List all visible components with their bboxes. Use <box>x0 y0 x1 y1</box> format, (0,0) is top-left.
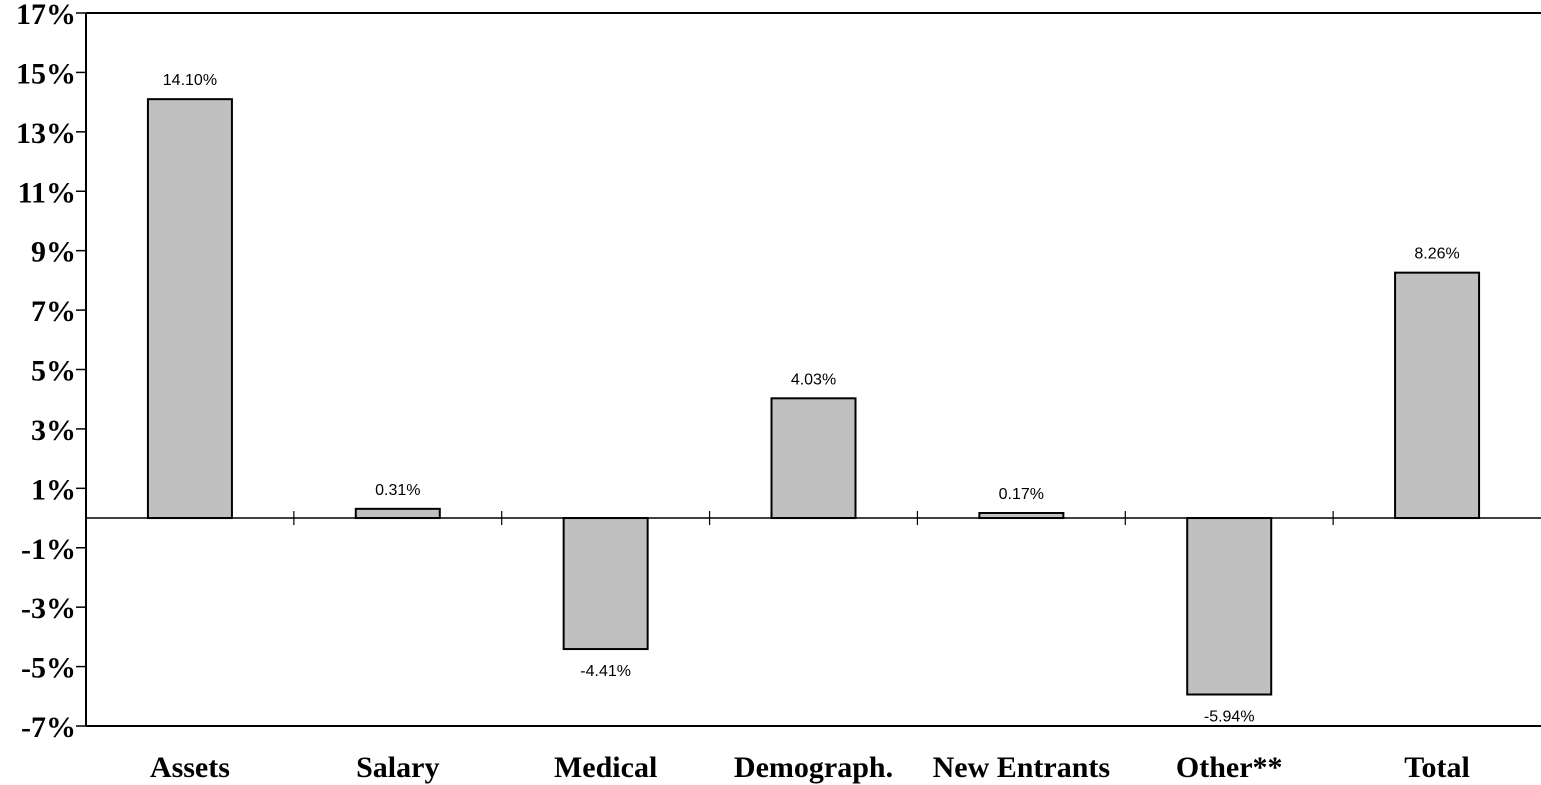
data-label: -4.41% <box>580 663 631 680</box>
y-tick-label: 9% <box>31 236 76 269</box>
y-tick-label: 3% <box>31 414 76 447</box>
x-tick-label: Medical <box>554 751 657 784</box>
bar-other <box>1186 517 1273 696</box>
bar-total <box>1394 271 1481 520</box>
bar-new-entrants <box>978 511 1065 520</box>
y-axis: 17% 15% 13% 11% 9% 7% 5% 3% 1% -1% -3% -5% -7% <box>16 0 86 744</box>
data-label: 0.17% <box>999 486 1044 503</box>
data-label: 0.31% <box>375 482 420 499</box>
y-tick-label: -1% <box>21 533 76 566</box>
data-labels-group: 14.10% 0.31% -4.41% 4.03% 0.17% -5.94% 8.26% <box>163 72 1460 725</box>
data-label: 4.03% <box>791 371 836 388</box>
bar-assets <box>146 98 233 520</box>
bar-salary <box>354 507 441 520</box>
y-tick-label: 7% <box>31 295 76 328</box>
data-label: -5.94% <box>1204 709 1255 726</box>
bar-demograph <box>770 397 857 520</box>
y-tick-label: 5% <box>31 355 76 388</box>
y-tick-label: 11% <box>18 176 76 209</box>
data-label: 14.10% <box>163 72 217 89</box>
x-tick-label: Demograph. <box>734 751 893 784</box>
x-tick-label: New Entrants <box>933 751 1111 784</box>
y-tick-label: 17% <box>16 0 76 31</box>
y-tick-label: -5% <box>21 652 76 685</box>
zero-baseline <box>86 511 1541 526</box>
bar-medical <box>562 517 649 651</box>
x-tick-label: Other** <box>1176 751 1283 784</box>
plot-frame <box>85 12 1541 727</box>
data-label: 8.26% <box>1414 246 1459 263</box>
x-tick-label: Salary <box>356 751 439 784</box>
y-tick-label: 13% <box>16 117 76 150</box>
y-tick-label: -3% <box>21 592 76 625</box>
y-tick-label: 1% <box>31 473 76 506</box>
x-tick-label: Total <box>1404 751 1470 784</box>
x-axis: Assets Salary Medical Demograph. New Entrant… <box>150 751 1470 784</box>
y-tick-label: -7% <box>21 711 76 744</box>
y-tick-label: 15% <box>16 57 76 90</box>
bars-group <box>146 98 1481 696</box>
x-tick-label: Assets <box>150 751 230 784</box>
